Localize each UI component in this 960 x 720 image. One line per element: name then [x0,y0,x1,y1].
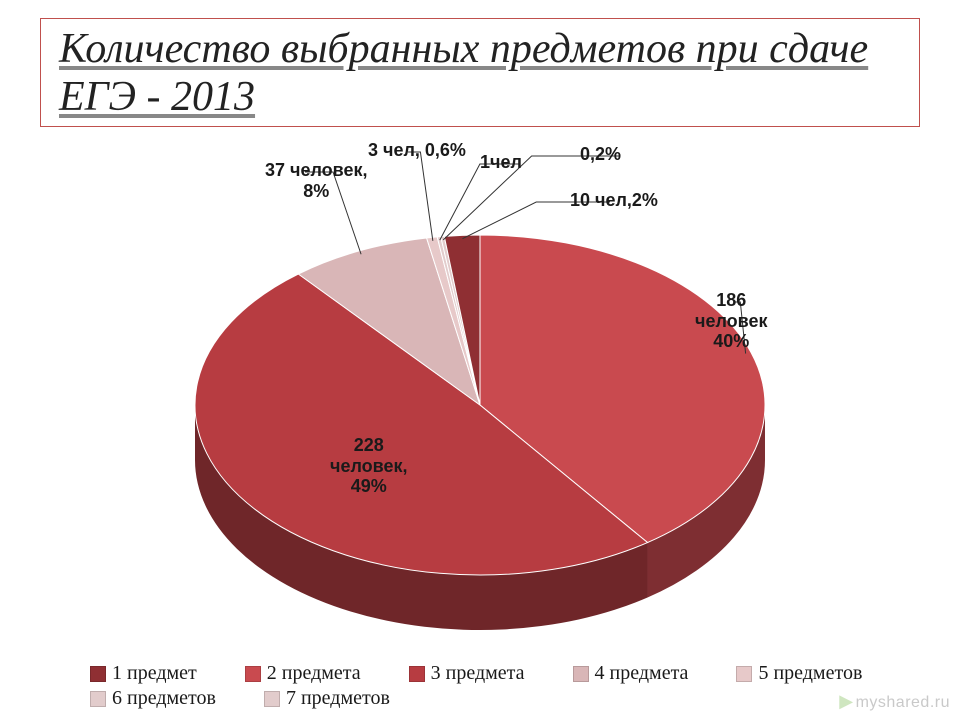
legend-label: 1 предмет [112,662,197,685]
legend-swatch [409,666,425,682]
legend-item: 3 предмета [409,662,525,685]
legend-label: 5 предметов [758,662,862,685]
legend-label: 2 предмета [267,662,361,685]
pie-chart: 186 человек 40% 228 человек, 49% 37 челове… [0,130,960,660]
legend-item: 5 предметов [736,662,862,685]
play-icon: ▶ [839,691,853,711]
title-container: Количество выбранных предметов при сдаче… [40,18,920,127]
data-label: 186 человек 40% [695,290,768,352]
slide: Количество выбранных предметов при сдаче… [0,0,960,720]
legend-swatch [245,666,261,682]
legend-swatch [736,666,752,682]
data-label: 0,2% [580,144,621,165]
legend-item: 1 предмет [90,662,197,685]
legend-label: 6 предметов [112,687,216,710]
legend-label: 3 предмета [431,662,525,685]
watermark-text: myshared.ru [856,694,950,711]
watermark: ▶myshared.ru [839,691,950,712]
data-label: 228 человек, 49% [330,435,408,497]
slide-title: Количество выбранных предметов при сдаче… [59,25,901,122]
legend: 1 предмет 2 предмета 3 предмета 4 предмета 5… [90,662,920,712]
legend-swatch [264,691,280,707]
pie-svg [0,130,960,660]
legend-item: 6 предметов [90,687,216,710]
data-label: 3 чел, 0,6% [368,140,466,161]
data-label: 37 человек, 8% [265,160,368,201]
legend-item: 2 предмета [245,662,361,685]
data-label: 10 чел,2% [570,190,658,211]
legend-row: 1 предмет 2 предмета 3 предмета 4 предмета 5… [90,662,920,712]
leader-line [440,164,520,240]
data-label: 1чел [480,152,522,173]
legend-item: 7 предметов [264,687,390,710]
legend-label: 4 предмета [595,662,689,685]
legend-swatch [573,666,589,682]
leader-line [408,152,433,241]
legend-swatch [90,666,106,682]
legend-swatch [90,691,106,707]
legend-item: 4 предмета [573,662,689,685]
legend-label: 7 предметов [286,687,390,710]
